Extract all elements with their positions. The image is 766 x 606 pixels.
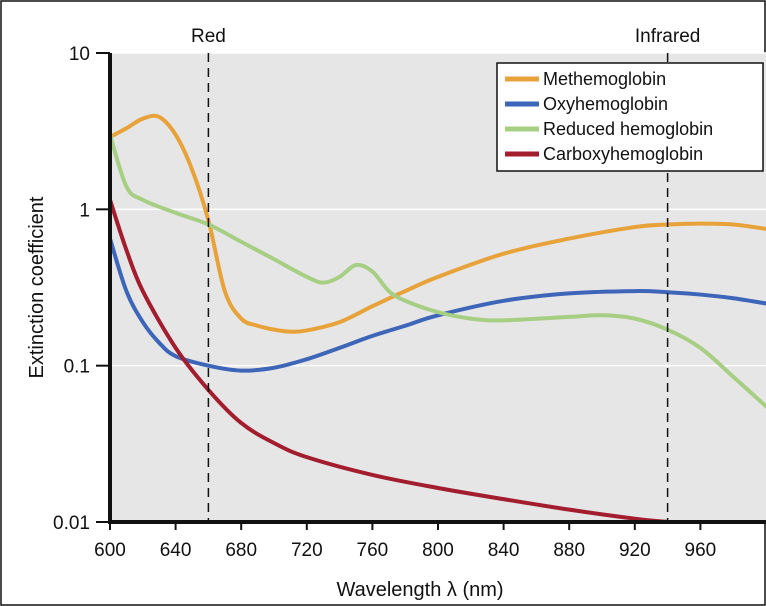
legend-label: Oxyhemoglobin (543, 94, 668, 114)
x-tick-label: 800 (422, 540, 454, 561)
series-line-methemoglobin (108, 113, 766, 334)
y-tick-label: 10 (69, 44, 90, 65)
x-axis-title: Wavelength λ (nm) (336, 579, 503, 601)
y-tick-label: 0.1 (64, 357, 90, 378)
x-tick-label: 680 (225, 540, 257, 561)
y-tick-label: 0.01 (53, 513, 90, 534)
x-tick-label: 760 (357, 540, 389, 561)
x-tick-label: 880 (553, 540, 585, 561)
gridlines (110, 52, 766, 367)
series-lines (108, 113, 766, 524)
region-label-red: Red (191, 26, 226, 47)
region-label-infrared: Infrared (635, 26, 700, 47)
x-axis-ticks: 600 640 680 720 760 800 840 880 920 960 (94, 522, 716, 561)
series-line-oxyhemoglobin (108, 236, 766, 373)
legend: Methemoglobin Oxyhemoglobin Reduced hemogl… (496, 62, 764, 172)
series-line-carboxyhemoglobin (108, 197, 670, 524)
series-line-reduced-hemoglobin (108, 132, 766, 409)
y-tick-label: 1 (79, 200, 90, 221)
x-tick-label: 840 (488, 540, 520, 561)
x-tick-label: 720 (291, 540, 323, 561)
legend-label: Carboxyhemoglobin (543, 144, 703, 164)
x-tick-label: 960 (685, 540, 717, 561)
x-tick-label: 920 (619, 540, 651, 561)
legend-label: Reduced hemoglobin (543, 119, 713, 139)
y-axis-title: Extinction coefficient (26, 196, 48, 378)
x-tick-label: 600 (94, 540, 126, 561)
x-tick-label: 640 (160, 540, 192, 561)
legend-box (496, 62, 764, 172)
legend-label: Methemoglobin (543, 69, 666, 89)
y-axis-ticks: 0.01 0.1 1 10 (53, 44, 110, 534)
